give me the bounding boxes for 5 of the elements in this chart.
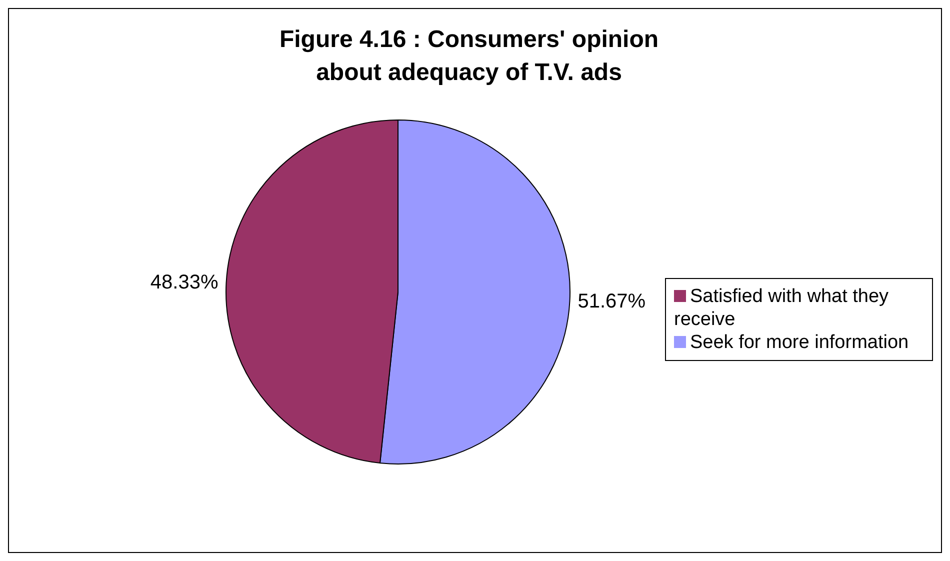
data-label: 51.67% xyxy=(578,290,646,312)
chart-title: Figure 4.16 : Consumers' opinion about adequacy of T.V. ads xyxy=(278,25,660,88)
legend-label: Seek for more information xyxy=(690,332,909,352)
data-label: 48.33% xyxy=(150,272,218,294)
legend-label: Satisfied with what they receive xyxy=(674,286,889,330)
